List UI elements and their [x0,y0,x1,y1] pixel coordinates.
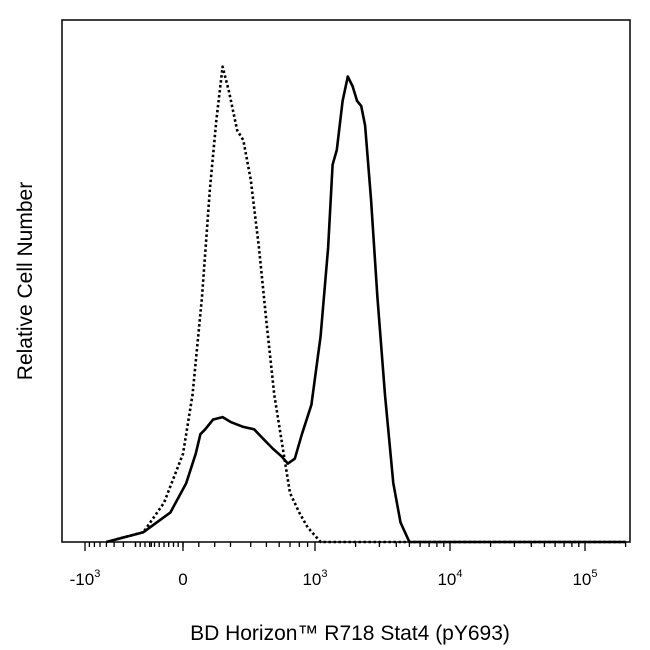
control-histogram-line [106,65,626,544]
x-tick-label: 0 [178,570,187,589]
x-axis-tick-labels: -103 0 103 104 105 [70,568,598,589]
y-axis-title: Relative Cell Number [14,182,37,380]
x-tick-label: 103 [302,568,327,589]
x-tick-label: 105 [572,568,597,589]
x-axis-title: BD Horizon™ R718 Stat4 (pY693) [190,622,510,645]
plot-frame [61,19,631,543]
x-axis-ticks [84,542,627,551]
x-tick-label: 104 [437,568,462,589]
series-layer [106,65,626,544]
x-tick-label: -103 [70,568,101,589]
stained-histogram-line [106,75,626,544]
